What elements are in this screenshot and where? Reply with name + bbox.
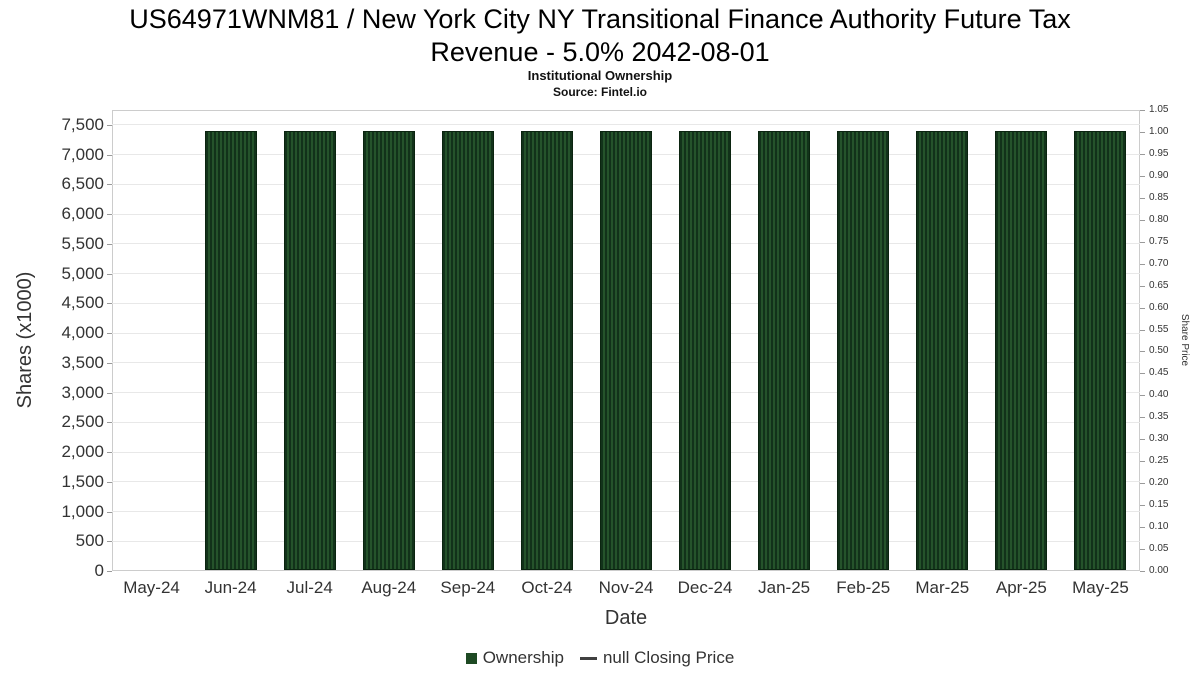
y-axis-tickmark-right [1140,351,1145,353]
chart-subtitle: Institutional Ownership [527,68,673,83]
legend-label-closing-price: null Closing Price [602,648,735,667]
y-axis-tickmark-right [1140,439,1145,441]
y-axis-tick-label-left: 6,000 [61,204,104,224]
y-axis-tickmark-right [1140,329,1145,331]
y-axis-tickmark-right [1140,461,1145,463]
y-axis-tick-label-right: 0.15 [1149,499,1169,511]
legend-item-closing-price[interactable]: null Closing Price [564,648,734,668]
ownership-bar-swatch-icon [465,652,477,664]
y-axis-tickmark-right [1140,153,1145,155]
x-axis-title: Date [604,607,648,629]
y-axis-title-right: Share Price [1179,313,1190,367]
closing-price-line-icon [579,656,597,660]
y-axis-tick-label-right: 0.25 [1149,455,1169,467]
y-axis-tick-label-left: 7,500 [61,114,104,134]
ownership-bar[interactable] [916,131,968,570]
x-axis-tick-label: Apr-25 [995,578,1047,597]
x-axis-tick-label: Feb-25 [836,578,891,597]
y-axis-tickmark-right [1140,307,1145,309]
ownership-bar[interactable] [363,131,415,570]
y-axis-tick-label-left: 6,500 [61,174,104,194]
x-axis-tick-label: Sep-24 [440,578,496,597]
chart-title-line2: Revenue - 5.0% 2042-08-01 [430,37,770,67]
y-axis-tick-label-right: 0.95 [1149,147,1169,159]
chart-title: US64971WNM81 / New York City NY Transiti… [0,3,1200,69]
y-axis-title-left: Shares (x1000) [14,271,36,409]
ownership-bar[interactable] [679,131,731,570]
y-axis-tickmark-left [107,571,112,572]
ownership-bar[interactable] [205,131,257,570]
y-axis-tick-label-right: 0.30 [1149,433,1169,445]
y-axis-tickmark-right [1140,175,1145,177]
y-axis-tick-label-right: 0.05 [1149,543,1169,555]
y-axis-tickmark-right [1140,571,1145,572]
y-axis-tickmark-right [1140,110,1145,111]
y-axis-tickmark-right [1140,263,1145,265]
y-axis-tickmark-right [1140,285,1145,287]
x-axis-tick-label: Dec-24 [677,578,733,597]
y-axis-tick-label-left: 1,500 [61,471,104,491]
ownership-bar[interactable] [758,131,810,570]
legend-item-ownership[interactable]: Ownership [465,648,564,668]
y-axis-tickmark-right [1140,131,1145,133]
ownership-bar[interactable] [284,131,336,570]
y-axis-tickmark-right [1140,373,1145,375]
source-label: Source: Fintel.io [552,85,647,99]
y-axis-tick-label-right: 0.35 [1149,411,1169,423]
y-axis-tick-label-right: 0.90 [1149,169,1169,181]
x-axis-tick-label: Oct-24 [521,578,573,597]
y-axis-tick-label-right: 0.20 [1149,477,1169,489]
y-axis-tick-label-right: 1.00 [1149,125,1169,137]
ownership-bar[interactable] [521,131,573,570]
y-axis-tick-label-right: 0.70 [1149,257,1169,269]
chart-title-line1: US64971WNM81 / New York City NY Transiti… [129,4,1071,34]
y-axis-tickmark-right [1140,241,1145,243]
y-axis-tick-label-right: 0.75 [1149,235,1169,247]
y-axis-tick-label-right: 0.10 [1149,521,1169,533]
x-axis-tick-label: Aug-24 [361,578,417,597]
y-axis-tick-label-left: 1,000 [61,501,104,521]
y-axis-tick-label-left: 7,000 [61,144,104,164]
y-axis-tickmark-right [1140,417,1145,419]
y-axis-tickmark-right [1140,483,1145,485]
y-axis-tickmark-right [1140,505,1145,507]
x-axis-tick-label: Jul-24 [286,578,333,597]
x-axis-tick-label: Jan-25 [758,578,811,597]
y-axis-tickmark-right [1140,395,1145,397]
y-axis-tickmark-right [1140,549,1145,551]
ownership-bar[interactable] [1074,131,1126,570]
ownership-bar[interactable] [442,131,494,570]
y-axis-tick-label-right: 0.85 [1149,191,1169,203]
x-axis-tick-label: Nov-24 [598,578,654,597]
ownership-bar[interactable] [995,131,1047,570]
y-axis-tick-label-right: 0.80 [1149,213,1169,225]
ownership-bar[interactable] [837,131,889,570]
y-axis-tick-label-right: 1.05 [1149,104,1169,115]
x-axis-tick-label: May-25 [1072,578,1129,597]
x-axis-tick-label: Mar-25 [915,578,970,597]
y-axis-tick-label-right: 0.00 [1149,565,1169,576]
y-axis-tickmark-right [1140,527,1145,529]
x-axis-tick-label: May-24 [123,578,180,597]
y-axis-tickmark-right [1140,197,1145,199]
y-axis-tick-label-left: 500 [75,531,104,551]
ownership-bar[interactable] [600,131,652,570]
y-axis-tickmark-right [1140,219,1145,221]
x-axis-tick-label: Jun-24 [204,578,257,597]
legend: Ownership null Closing Price [0,646,1200,670]
legend-label-ownership: Ownership [482,648,564,667]
y-axis-tick-label-left: 0 [94,561,104,580]
